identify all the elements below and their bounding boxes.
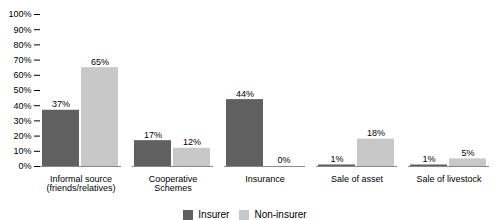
- svg-text:60%: 60%: [13, 70, 31, 80]
- svg-text:Informal source(friends/relati: Informal source(friends/relatives): [46, 174, 115, 193]
- svg-text:44%: 44%: [236, 89, 254, 99]
- svg-text:10%: 10%: [13, 146, 31, 156]
- svg-text:90%: 90%: [13, 25, 31, 35]
- svg-text:1%: 1%: [330, 154, 343, 164]
- svg-text:1%: 1%: [422, 154, 435, 164]
- svg-text:Sale of livestock: Sale of livestock: [416, 174, 482, 184]
- svg-text:50%: 50%: [13, 85, 31, 95]
- svg-text:Sale of asset: Sale of asset: [331, 174, 384, 184]
- svg-text:65%: 65%: [91, 57, 109, 67]
- html-text:Non-insurer: Non-insurer: [254, 209, 307, 220]
- svg-text:20%: 20%: [13, 131, 31, 141]
- svg-text:70%: 70%: [13, 55, 31, 65]
- svg-text:30%: 30%: [13, 116, 31, 126]
- svg-text:18%: 18%: [367, 128, 385, 138]
- svg-text:40%: 40%: [13, 101, 31, 111]
- html-text:Insurer: Insurer: [198, 209, 230, 220]
- svg-text:100%: 100%: [8, 9, 31, 19]
- svg-text:0%: 0%: [18, 161, 31, 171]
- svg-text:CooperativeSchemes: CooperativeSchemes: [149, 174, 198, 193]
- svg-text:0%: 0%: [277, 155, 290, 165]
- svg-text:17%: 17%: [144, 130, 162, 140]
- svg-text:80%: 80%: [13, 40, 31, 50]
- svg-text:12%: 12%: [183, 137, 201, 147]
- svg-text:37%: 37%: [52, 99, 70, 109]
- svg-text:5%: 5%: [461, 148, 474, 158]
- svg-text:Insurance: Insurance: [245, 174, 285, 184]
